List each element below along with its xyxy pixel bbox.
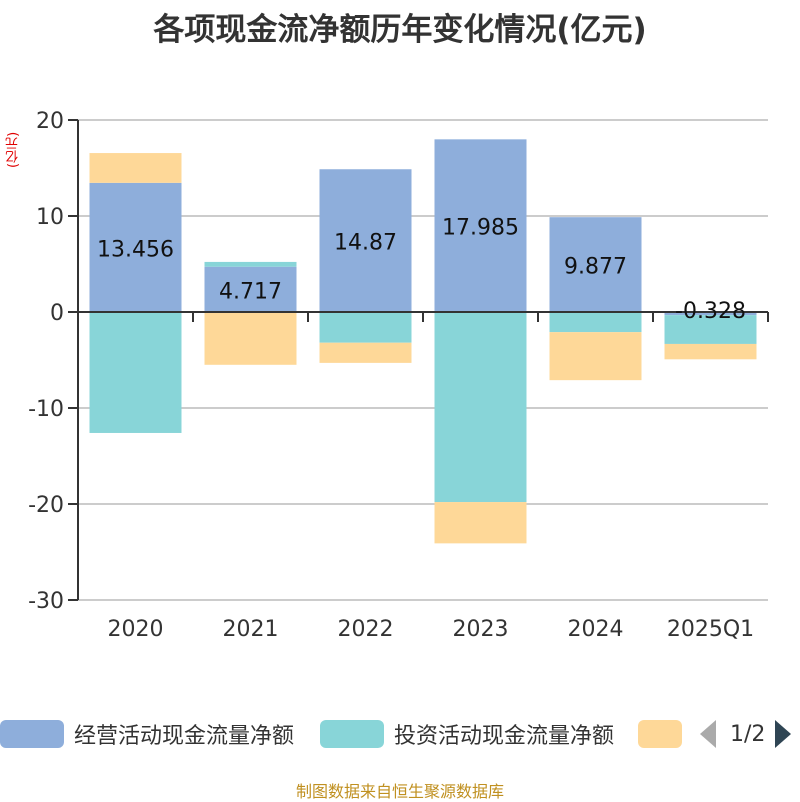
- data-label: 14.87: [334, 231, 397, 256]
- y-tick-label: 0: [50, 301, 64, 326]
- bar-segment: [89, 182, 182, 312]
- bar-segment: [434, 312, 527, 503]
- x-tick-label: 2024: [568, 617, 624, 642]
- y-tick-label: -30: [28, 589, 64, 614]
- legend-pager: 1/2: [700, 716, 792, 752]
- bar-segment: [204, 312, 297, 365]
- data-source-note: 制图数据来自恒生聚源数据库: [295, 782, 504, 801]
- x-tick-label: 2020: [108, 617, 164, 642]
- legend-label-operating: 经营活动现金流量净额: [74, 724, 295, 749]
- legend-swatch-investing: [320, 720, 384, 748]
- bar-segment: [664, 315, 757, 344]
- legend-swatch-financing: [638, 720, 682, 748]
- legend-swatch-operating: [0, 720, 64, 748]
- x-tick-label: 2022: [338, 617, 394, 642]
- bar-segment: [319, 169, 412, 312]
- x-tick-label: 2025Q1: [667, 617, 754, 642]
- data-labels: 13.456 4.717 14.87 17.985 9.877 -0.328: [97, 216, 746, 324]
- legend-label-investing: 投资活动现金流量净额: [394, 724, 615, 749]
- bars: [89, 139, 757, 544]
- triangle-left-icon[interactable]: [700, 720, 716, 748]
- y-tick-label: -20: [28, 493, 64, 518]
- bar-segment: [549, 312, 642, 333]
- data-label: 9.877: [564, 255, 627, 280]
- bar-segment: [319, 312, 412, 343]
- bar-segment: [664, 343, 757, 360]
- legend-item-investing[interactable]: 投资活动现金流量净额: [320, 716, 614, 752]
- chart-area: 20 10 0 -10 -20 -30 2020 2021 2022 2023 2024 2025Q1…: [28, 109, 769, 642]
- bar-segment: [204, 261, 297, 267]
- y-tick-label: 20: [36, 109, 64, 134]
- triangle-right-icon[interactable]: [775, 720, 792, 748]
- bar-segment: [434, 502, 527, 544]
- bar-segment: [434, 139, 527, 312]
- bar-segment: [549, 217, 642, 312]
- legend-page-number: 1/2: [730, 721, 766, 747]
- data-label: 4.717: [219, 279, 282, 304]
- bar-segment: [89, 153, 182, 183]
- bar-segment: [664, 312, 757, 316]
- data-label: 17.985: [442, 216, 519, 241]
- x-tick-label: 2021: [223, 617, 279, 642]
- x-tick-label: 2023: [453, 617, 509, 642]
- gridlines: [78, 119, 768, 601]
- legend-item-operating[interactable]: 经营活动现金流量净额: [0, 716, 294, 752]
- axes: 20 10 0 -10 -20 -30 2020 2021 2022 2023 2024 2025Q1: [28, 109, 769, 642]
- legend-item-financing[interactable]: [638, 716, 682, 752]
- bar-segment: [89, 312, 182, 433]
- data-label: 13.456: [97, 237, 174, 262]
- data-label: -0.328: [675, 299, 746, 324]
- bar-segment: [204, 266, 297, 312]
- chart-title: 各项现金流净额历年变化情况(亿元): [153, 12, 647, 48]
- bar-segment: [549, 332, 642, 381]
- bar-segment: [319, 342, 412, 363]
- y-tick-label: 10: [36, 205, 64, 230]
- y-tick-label: -10: [28, 397, 64, 422]
- legend: 经营活动现金流量净额 投资活动现金流量净额 1/2: [0, 716, 800, 752]
